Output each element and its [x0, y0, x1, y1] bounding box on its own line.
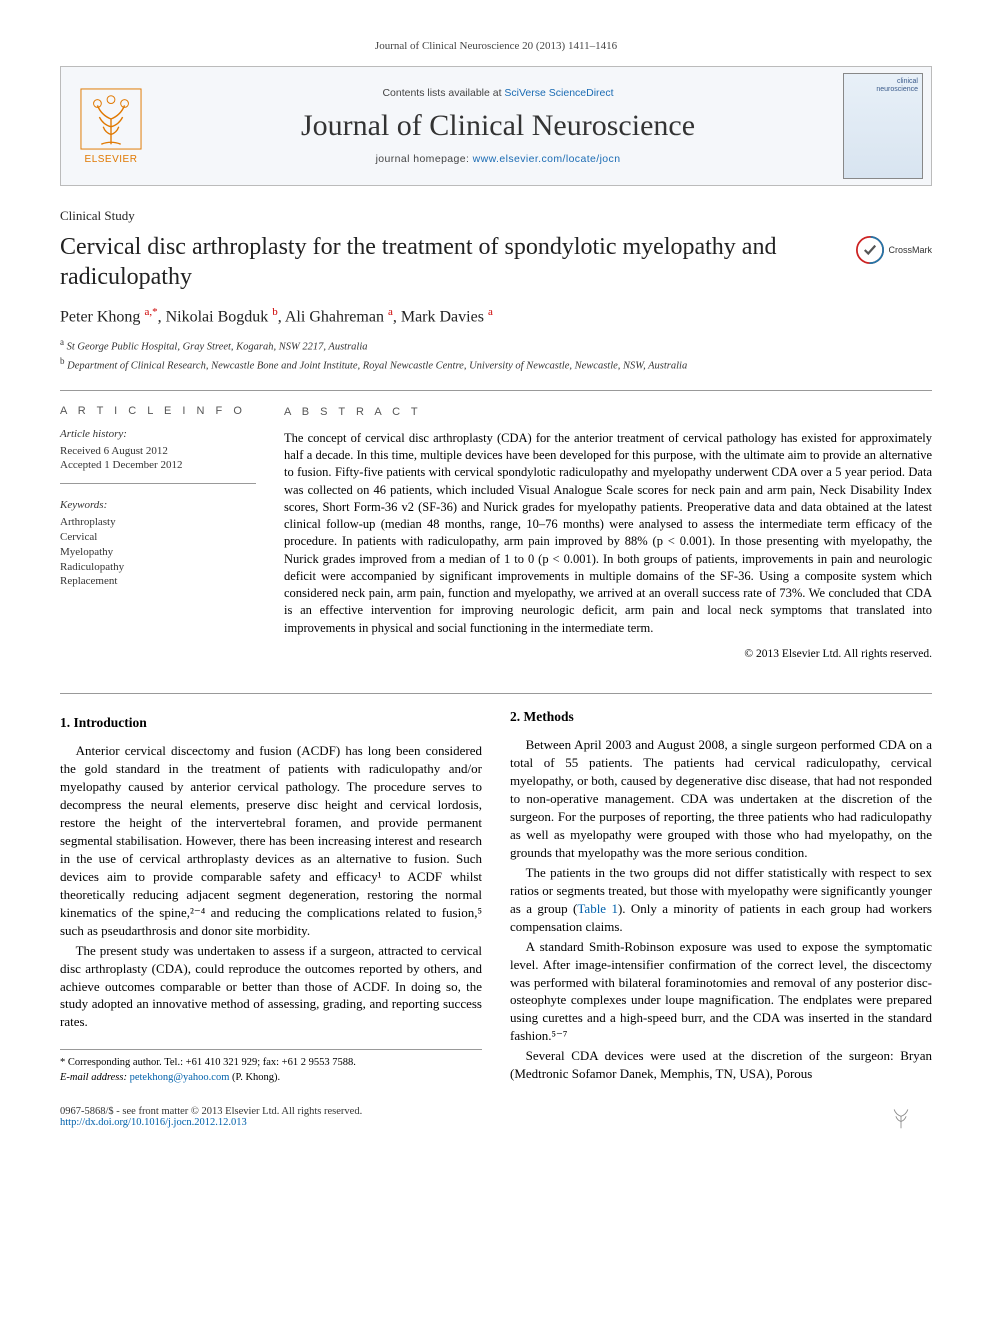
email-line: E-mail address: petekhong@yahoo.com (P. …	[60, 1071, 482, 1085]
elsevier-tree-icon	[870, 1106, 932, 1130]
section-2-para-2: The patients in the two groups did not d…	[510, 864, 932, 936]
title-row: Cervical disc arthroplasty for the treat…	[60, 232, 932, 306]
keywords-subhead: Keywords:	[60, 498, 256, 513]
abstract-column: A B S T R A C T The concept of cervical …	[284, 405, 932, 663]
affiliation-b: b Department of Clinical Research, Newca…	[60, 355, 932, 374]
footer-left: 0967-5868/$ - see front matter © 2013 El…	[60, 1106, 362, 1130]
masthead-publisher: ELSEVIER	[61, 67, 161, 185]
article-info-heading: A R T I C L E I N F O	[60, 405, 256, 417]
page: Journal of Clinical Neuroscience 20 (201…	[0, 0, 992, 1170]
journal-title: Journal of Clinical Neuroscience	[169, 109, 827, 143]
body-two-column: 1. Introduction Anterior cervical discec…	[60, 708, 932, 1088]
journal-cover-thumbnail: clinicalneuroscience	[843, 73, 923, 179]
article-type: Clinical Study	[60, 208, 932, 224]
keyword-item: Cervical	[60, 530, 256, 545]
divider-rule	[60, 390, 932, 391]
elsevier-label: ELSEVIER	[85, 154, 138, 165]
history-subhead: Article history:	[60, 427, 256, 442]
section-2-heading: 2. Methods	[510, 708, 932, 727]
masthead-center: Contents lists available at SciVerse Sci…	[161, 67, 835, 185]
footer-right	[870, 1106, 932, 1130]
abstract-text: The concept of cervical disc arthroplast…	[284, 430, 932, 637]
masthead-cover: clinicalneuroscience	[835, 67, 931, 185]
crossmark-icon	[856, 236, 884, 264]
contents-prefix: Contents lists available at	[382, 87, 504, 99]
corresponding-footnote: * Corresponding author. Tel.: +61 410 32…	[60, 1049, 482, 1084]
running-header: Journal of Clinical Neuroscience 20 (201…	[60, 40, 932, 52]
issn-line: 0967-5868/$ - see front matter © 2013 El…	[60, 1106, 362, 1117]
abstract-copyright: © 2013 Elsevier Ltd. All rights reserved…	[284, 647, 932, 663]
section-2-para-4: Several CDA devices were used at the dis…	[510, 1047, 932, 1083]
section-1-para-1: Anterior cervical discectomy and fusion …	[60, 742, 482, 939]
email-suffix: (P. Khong).	[232, 1072, 280, 1083]
keyword-item: Replacement	[60, 574, 256, 589]
history-accepted: Accepted 1 December 2012	[60, 458, 256, 473]
corresponding-email-link[interactable]: petekhong@yahoo.com	[130, 1072, 230, 1083]
keyword-item: Arthroplasty	[60, 515, 256, 530]
info-abstract-row: A R T I C L E I N F O Article history: R…	[60, 405, 932, 663]
contents-list-line: Contents lists available at SciVerse Sci…	[169, 87, 827, 99]
cover-text: clinicalneuroscience	[876, 78, 918, 93]
email-label: E-mail address:	[60, 1072, 127, 1083]
affiliation-a: a St George Public Hospital, Gray Street…	[60, 336, 932, 355]
section-2-para-3: A standard Smith-Robinson exposure was u…	[510, 938, 932, 1046]
abstract-heading: A B S T R A C T	[284, 405, 932, 420]
journal-homepage-line: journal homepage: www.elsevier.com/locat…	[169, 153, 827, 165]
crossmark-badge[interactable]: CrossMark	[856, 236, 932, 264]
section-1-para-2: The present study was undertaken to asse…	[60, 942, 482, 1032]
section-1-heading: 1. Introduction	[60, 714, 482, 733]
sciencedirect-link[interactable]: SciVerse ScienceDirect	[504, 87, 613, 99]
keyword-item: Radiculopathy	[60, 560, 256, 575]
article-title: Cervical disc arthroplasty for the treat…	[60, 232, 838, 292]
page-footer: 0967-5868/$ - see front matter © 2013 El…	[60, 1106, 932, 1130]
keyword-item: Myelopathy	[60, 545, 256, 560]
keywords-block: Keywords: Arthroplasty Cervical Myelopat…	[60, 498, 256, 589]
doi-link[interactable]: http://dx.doi.org/10.1016/j.jocn.2012.12…	[60, 1117, 247, 1128]
journal-homepage-link[interactable]: www.elsevier.com/locate/jocn	[473, 153, 621, 165]
history-received: Received 6 August 2012	[60, 444, 256, 459]
doi-line: http://dx.doi.org/10.1016/j.jocn.2012.12…	[60, 1117, 362, 1128]
homepage-prefix: journal homepage:	[376, 153, 473, 165]
crossmark-label: CrossMark	[888, 245, 932, 255]
elsevier-tree-icon	[80, 88, 142, 150]
authors-line: Peter Khong a,*, Nikolai Bogduk b, Ali G…	[60, 306, 932, 326]
article-history-block: Article history: Received 6 August 2012 …	[60, 427, 256, 485]
affiliations: a St George Public Hospital, Gray Street…	[60, 336, 932, 373]
section-2-para-1: Between April 2003 and August 2008, a si…	[510, 736, 932, 862]
article-info-column: A R T I C L E I N F O Article history: R…	[60, 405, 256, 663]
divider-rule	[60, 693, 932, 694]
corresponding-line: * Corresponding author. Tel.: +61 410 32…	[60, 1056, 482, 1070]
masthead: ELSEVIER Contents lists available at Sci…	[60, 66, 932, 186]
